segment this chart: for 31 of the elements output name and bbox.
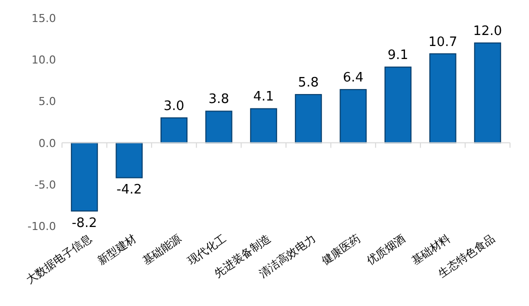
y-tick-label: 15.0	[32, 12, 56, 25]
x-tick-label: 新型建材	[95, 232, 139, 268]
bar	[160, 117, 188, 144]
bar	[340, 89, 367, 144]
y-tick-label: -5.0	[34, 178, 56, 192]
x-tick-label: 健康医药	[319, 232, 363, 268]
x-tick-label: 基础能源	[140, 232, 184, 268]
data-label: 5.8	[298, 76, 319, 91]
y-tick-label: 5.0	[38, 95, 56, 108]
data-label: 3.0	[164, 98, 184, 114]
data-label: -4.2	[116, 182, 142, 198]
y-tick-label: -10.0	[28, 220, 56, 233]
y-tick-label: 10.0	[32, 54, 56, 67]
x-tick-label: 大数据电子信息	[24, 232, 94, 287]
bar	[116, 142, 143, 178]
y-tick-label: 0.0	[38, 136, 56, 150]
data-label: 9.1	[388, 48, 408, 64]
data-label: 12.0	[473, 24, 502, 39]
data-label: 6.4	[342, 70, 364, 86]
data-label: 4.1	[253, 90, 274, 105]
bar	[429, 53, 456, 144]
bar	[474, 42, 502, 144]
x-tick-label: 优质烟酒	[364, 232, 408, 268]
bar	[250, 108, 278, 144]
bar	[70, 142, 98, 212]
data-label: 3.8	[208, 92, 230, 108]
data-label: -8.2	[72, 216, 98, 232]
bar	[294, 94, 322, 144]
bar	[205, 110, 232, 144]
data-label: 10.7	[428, 34, 458, 50]
bar	[384, 66, 412, 144]
